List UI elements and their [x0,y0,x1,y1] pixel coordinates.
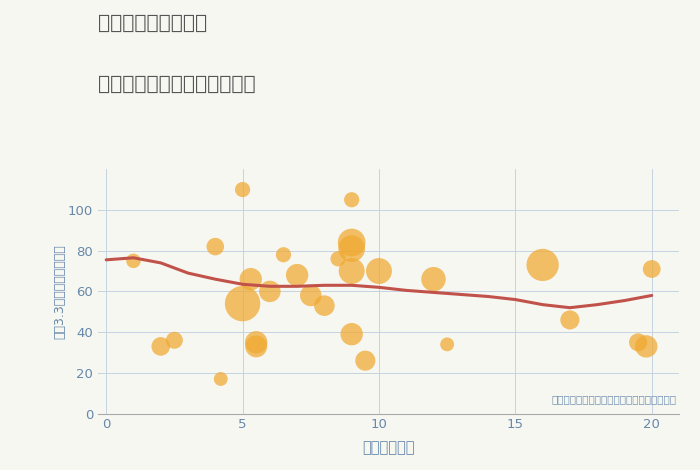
Point [640,343,652,350]
Point [646,265,657,273]
Point [633,338,644,346]
Point [210,243,221,251]
Point [442,341,453,348]
Text: 円の大きさは、取引のあった物件面積を示す: 円の大きさは、取引のあった物件面積を示す [551,394,676,404]
Point [215,375,226,383]
Point [332,255,344,263]
Point [155,343,167,350]
Text: 駅距離別中古マンション価格: 駅距離別中古マンション価格 [98,75,256,94]
Y-axis label: 坪（3.3㎡）単価（万円）: 坪（3.3㎡）単価（万円） [53,244,66,339]
Point [264,288,275,295]
Point [245,275,256,283]
Text: 三重県伊賀市治田の: 三重県伊賀市治田の [98,14,207,33]
Point [360,357,371,364]
Point [346,245,357,252]
Point [237,186,248,193]
Point [237,300,248,307]
Point [537,261,548,269]
Point [251,343,262,350]
Point [318,302,330,309]
Point [564,316,575,324]
Point [278,251,289,258]
Point [251,338,262,346]
Point [346,330,357,338]
Point [346,267,357,275]
Point [373,267,384,275]
Point [128,257,139,265]
Point [305,292,316,299]
Point [169,337,180,344]
Point [291,271,302,279]
X-axis label: 駅距離（分）: 駅距離（分） [363,440,414,455]
Point [346,239,357,246]
Point [346,196,357,204]
Point [428,275,439,283]
